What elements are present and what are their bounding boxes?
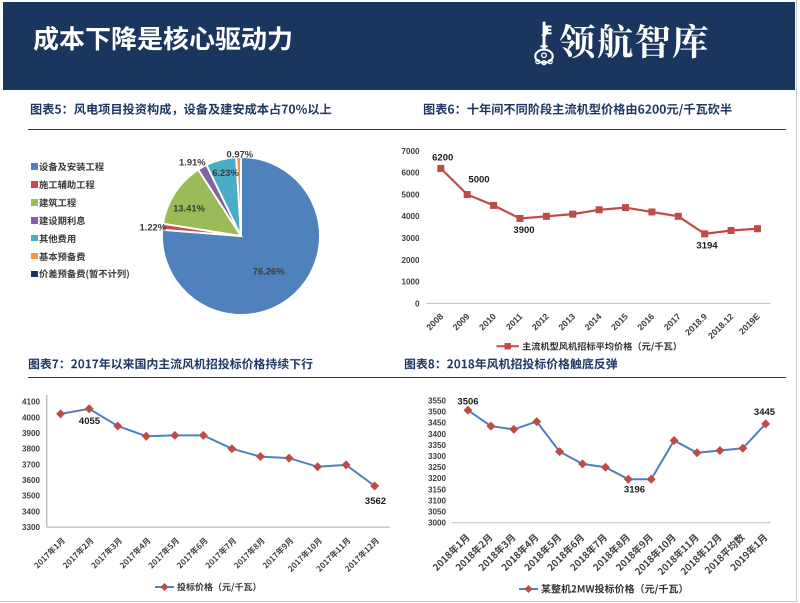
svg-text:3500: 3500	[22, 492, 41, 501]
svg-text:3100: 3100	[428, 497, 447, 506]
svg-text:4000: 4000	[22, 413, 41, 422]
svg-text:3350: 3350	[428, 441, 447, 450]
svg-text:3700: 3700	[22, 460, 41, 469]
svg-text:2000: 2000	[401, 256, 420, 265]
svg-text:3800: 3800	[22, 445, 41, 454]
svg-text:3250: 3250	[428, 463, 447, 472]
svg-text:3050: 3050	[428, 508, 447, 517]
svg-text:1.91%: 1.91%	[179, 157, 206, 168]
svg-text:3194: 3194	[696, 241, 718, 252]
svg-text:5000: 5000	[468, 175, 489, 186]
svg-text:3900: 3900	[513, 225, 534, 236]
svg-text:2014: 2014	[583, 311, 604, 332]
svg-text:1000: 1000	[401, 278, 420, 287]
svg-text:6200: 6200	[432, 153, 453, 164]
svg-text:3196: 3196	[624, 485, 645, 496]
svg-text:4100: 4100	[22, 398, 41, 407]
svg-text:3400: 3400	[428, 430, 447, 439]
svg-text:3550: 3550	[428, 396, 447, 405]
svg-text:13.41%: 13.41%	[173, 203, 205, 214]
svg-text:4000: 4000	[401, 212, 420, 221]
svg-text:2010: 2010	[477, 311, 498, 332]
svg-text:2011: 2011	[504, 311, 525, 332]
svg-text:3300: 3300	[428, 452, 447, 461]
svg-text:76.26%: 76.26%	[253, 266, 285, 277]
svg-text:6000: 6000	[401, 169, 420, 178]
svg-text:3000: 3000	[428, 519, 447, 528]
svg-text:1.22%: 1.22%	[140, 222, 167, 233]
svg-text:3600: 3600	[22, 476, 41, 485]
svg-text:3506: 3506	[457, 397, 478, 408]
svg-text:0: 0	[415, 299, 420, 308]
svg-text:2012: 2012	[530, 311, 551, 332]
svg-text:3900: 3900	[22, 429, 41, 438]
svg-text:4055: 4055	[79, 416, 101, 427]
svg-text:2016: 2016	[635, 311, 656, 332]
svg-text:3450: 3450	[428, 419, 447, 428]
svg-text:2008: 2008	[424, 311, 445, 332]
svg-text:2015: 2015	[609, 311, 630, 332]
svg-text:6.23%: 6.23%	[212, 167, 239, 178]
svg-text:5000: 5000	[401, 190, 420, 199]
svg-text:3562: 3562	[365, 496, 386, 507]
svg-text:3300: 3300	[22, 523, 41, 532]
svg-text:3200: 3200	[428, 474, 447, 483]
svg-text:2019E: 2019E	[737, 311, 762, 336]
svg-text:2018.12: 2018.12	[706, 311, 736, 341]
svg-text:2009: 2009	[451, 311, 472, 332]
svg-text:2017: 2017	[662, 311, 683, 332]
svg-text:0.97%: 0.97%	[227, 149, 254, 160]
svg-text:3445: 3445	[754, 407, 776, 418]
svg-text:3500: 3500	[428, 408, 447, 417]
svg-text:7000: 7000	[401, 147, 420, 156]
svg-text:2013: 2013	[556, 311, 577, 332]
svg-text:3400: 3400	[22, 507, 41, 516]
svg-text:3000: 3000	[401, 234, 420, 243]
svg-text:3150: 3150	[428, 485, 447, 494]
